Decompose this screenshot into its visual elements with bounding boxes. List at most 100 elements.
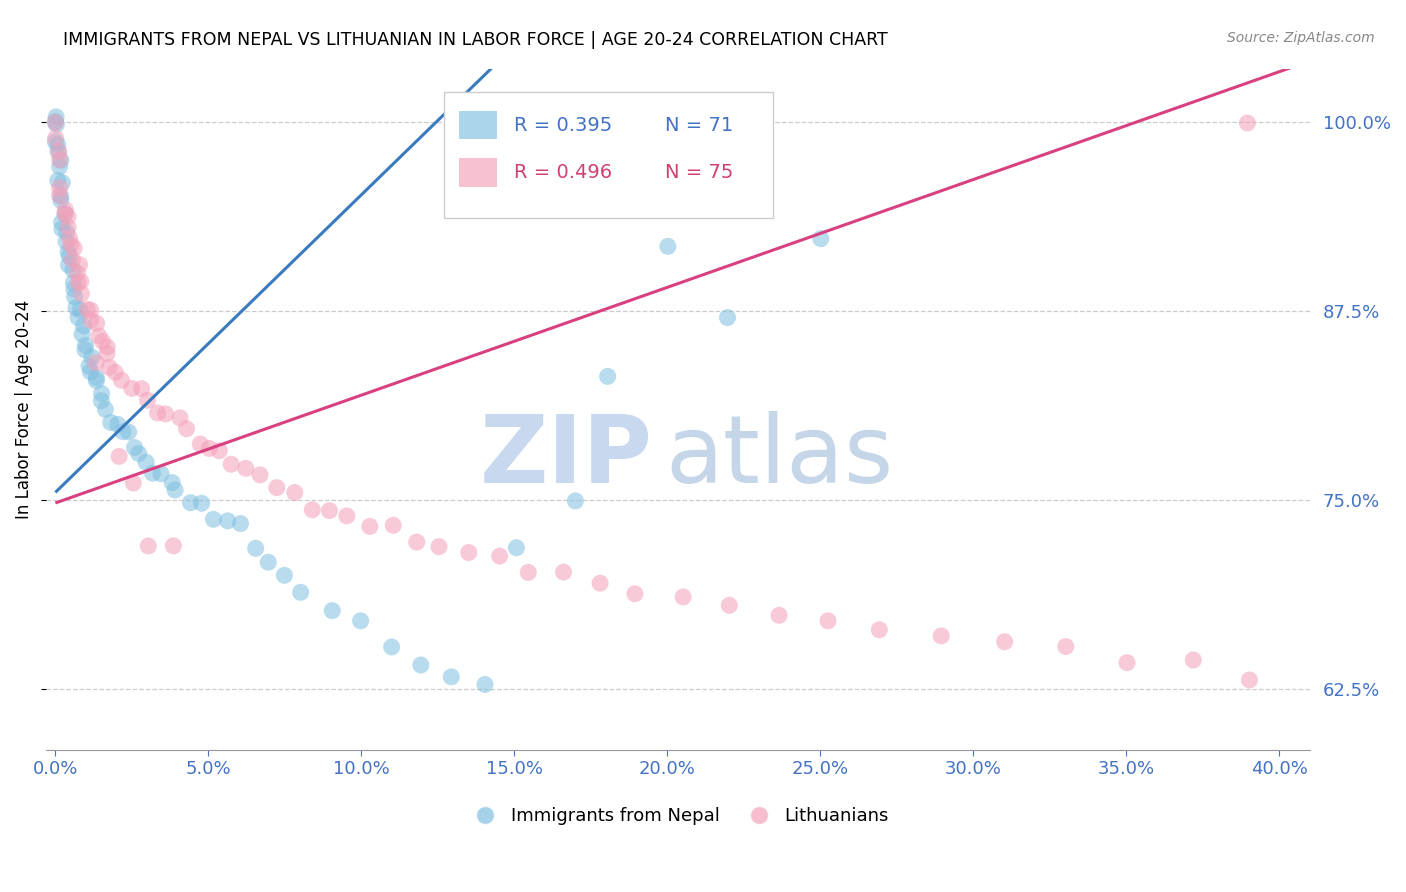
- Point: [44, 115, 66, 129]
- Point: [79, 365, 101, 379]
- Point: [150, 467, 173, 481]
- Point: [100, 416, 122, 430]
- Point: [84, 356, 107, 370]
- Point: [48, 145, 70, 159]
- Point: [564, 494, 586, 508]
- Point: [284, 485, 307, 500]
- Point: [63, 241, 86, 255]
- Point: [409, 658, 432, 673]
- Point: [505, 541, 527, 555]
- Point: [405, 535, 427, 549]
- Point: [58, 249, 80, 263]
- Point: [155, 407, 177, 421]
- Point: [96, 346, 118, 360]
- Point: [86, 316, 108, 330]
- Point: [768, 608, 790, 623]
- Point: [45, 110, 67, 124]
- Point: [62, 263, 84, 277]
- Point: [107, 417, 129, 432]
- Point: [718, 599, 741, 613]
- Point: [70, 327, 93, 342]
- Point: [98, 360, 121, 375]
- Point: [73, 343, 96, 357]
- Point: [440, 670, 463, 684]
- Point: [273, 568, 295, 582]
- Point: [63, 290, 86, 304]
- Point: [124, 441, 146, 455]
- Point: [46, 137, 69, 152]
- Point: [117, 425, 139, 439]
- Point: [51, 222, 73, 236]
- Point: [672, 590, 695, 604]
- Point: [336, 508, 359, 523]
- Text: R = 0.395: R = 0.395: [513, 116, 612, 135]
- Point: [56, 220, 79, 235]
- Point: [381, 640, 404, 654]
- Point: [53, 207, 76, 221]
- Point: [75, 338, 97, 352]
- Point: [179, 496, 201, 510]
- Point: [517, 566, 540, 580]
- Point: [104, 365, 127, 379]
- Point: [190, 496, 212, 510]
- Point: [59, 231, 82, 245]
- Point: [51, 215, 73, 229]
- Point: [136, 393, 159, 408]
- Point: [63, 282, 86, 296]
- Point: [48, 160, 70, 174]
- Point: [135, 455, 157, 469]
- Point: [229, 516, 252, 531]
- Point: [48, 180, 70, 194]
- Bar: [460, 111, 498, 139]
- Point: [1182, 653, 1205, 667]
- Point: [94, 402, 117, 417]
- Point: [1054, 640, 1077, 654]
- Point: [219, 457, 242, 471]
- Legend: Immigrants from Nepal, Lithuanians: Immigrants from Nepal, Lithuanians: [460, 799, 896, 832]
- Point: [80, 313, 103, 327]
- Point: [49, 153, 72, 168]
- Point: [318, 503, 340, 517]
- Point: [49, 194, 72, 208]
- Point: [86, 374, 108, 388]
- Point: [62, 276, 84, 290]
- Point: [46, 173, 69, 187]
- Point: [122, 476, 145, 491]
- Point: [91, 334, 114, 349]
- Point: [53, 202, 76, 217]
- Point: [169, 410, 191, 425]
- Point: [657, 239, 679, 253]
- Point: [56, 210, 79, 224]
- Point: [553, 565, 575, 579]
- Point: [176, 422, 198, 436]
- Text: R = 0.496: R = 0.496: [513, 163, 612, 182]
- Point: [55, 225, 77, 239]
- Point: [427, 540, 450, 554]
- Point: [624, 587, 647, 601]
- Point: [266, 481, 288, 495]
- Point: [257, 555, 280, 569]
- Point: [160, 475, 183, 490]
- Point: [90, 386, 112, 401]
- Point: [60, 237, 83, 252]
- Point: [121, 381, 143, 395]
- Point: [44, 114, 66, 128]
- Point: [596, 369, 619, 384]
- Text: ZIP: ZIP: [479, 411, 652, 503]
- Point: [128, 447, 150, 461]
- Point: [202, 512, 225, 526]
- Point: [108, 450, 131, 464]
- Point: [245, 541, 267, 556]
- Point: [49, 189, 72, 203]
- Point: [55, 235, 77, 249]
- Bar: [444, 93, 773, 219]
- Point: [349, 614, 371, 628]
- Point: [77, 359, 100, 373]
- Point: [235, 461, 257, 475]
- Text: IMMIGRANTS FROM NEPAL VS LITHUANIAN IN LABOR FORCE | AGE 20-24 CORRELATION CHART: IMMIGRANTS FROM NEPAL VS LITHUANIAN IN L…: [63, 31, 889, 49]
- Point: [217, 514, 239, 528]
- Point: [86, 370, 108, 384]
- Point: [66, 276, 89, 290]
- Point: [56, 244, 79, 259]
- Point: [96, 340, 118, 354]
